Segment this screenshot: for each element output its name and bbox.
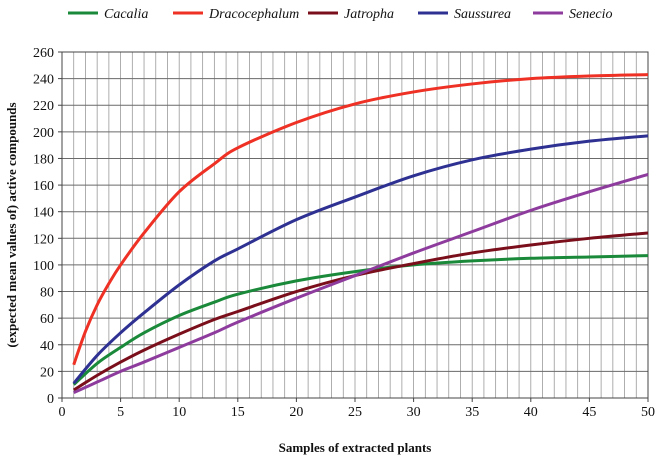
x-axis-title: Samples of extracted plants (279, 440, 432, 455)
x-tick-label: 50 (641, 405, 655, 420)
x-tick-label: 5 (117, 405, 124, 420)
x-tick-label: 30 (407, 405, 421, 420)
legend: Cacalia Dracocephalum Jatropha Saussurea Sen… (68, 7, 613, 22)
y-axis-ticks: 0 20 40 60 80 100 120 140 160 180 200 220 240 260 (33, 46, 62, 407)
y-tick-label: 60 (40, 312, 54, 327)
x-tick-label: 25 (348, 405, 362, 420)
legend-label-jatropha: Jatropha (344, 7, 394, 22)
legend-label-cacalia: Cacalia (104, 7, 148, 22)
x-tick-label: 10 (172, 405, 186, 420)
y-tick-label: 100 (33, 259, 54, 274)
series-lines (72, 73, 649, 395)
y-tick-label: 40 (40, 339, 54, 354)
series-line-cacalia (72, 254, 649, 386)
series-line-dracocephalum (72, 73, 649, 366)
y-tick-label: 220 (33, 99, 54, 114)
y-tick-label: 0 (47, 392, 54, 407)
series-line-jatropha (72, 231, 649, 392)
x-axis-ticks: 0 5 10 15 20 25 30 35 40 45 50 (59, 398, 655, 420)
y-tick-label: 240 (33, 73, 54, 88)
y-tick-label: 140 (33, 206, 54, 221)
y-tick-label: 260 (33, 46, 54, 61)
x-tick-label: 35 (465, 405, 479, 420)
x-tick-label: 40 (524, 405, 538, 420)
y-tick-label: 160 (33, 179, 54, 194)
legend-label-saussurea: Saussurea (454, 7, 511, 22)
x-tick-label: 15 (231, 405, 245, 420)
y-tick-label: 200 (33, 126, 54, 141)
y-axis-title: (expected mean values of) active compoun… (4, 102, 19, 347)
y-tick-label: 20 (40, 365, 54, 380)
x-tick-label: 45 (582, 405, 596, 420)
series-line-senecio (73, 172, 649, 395)
x-tick-label: 0 (59, 405, 66, 420)
legend-label-dracocephalum: Dracocephalum (208, 7, 299, 22)
y-tick-label: 180 (33, 152, 54, 167)
series-line-saussurea (72, 134, 649, 385)
x-tick-label: 20 (289, 405, 303, 420)
legend-label-senecio: Senecio (569, 7, 613, 22)
y-tick-label: 80 (40, 286, 54, 301)
y-tick-label: 120 (33, 232, 54, 247)
